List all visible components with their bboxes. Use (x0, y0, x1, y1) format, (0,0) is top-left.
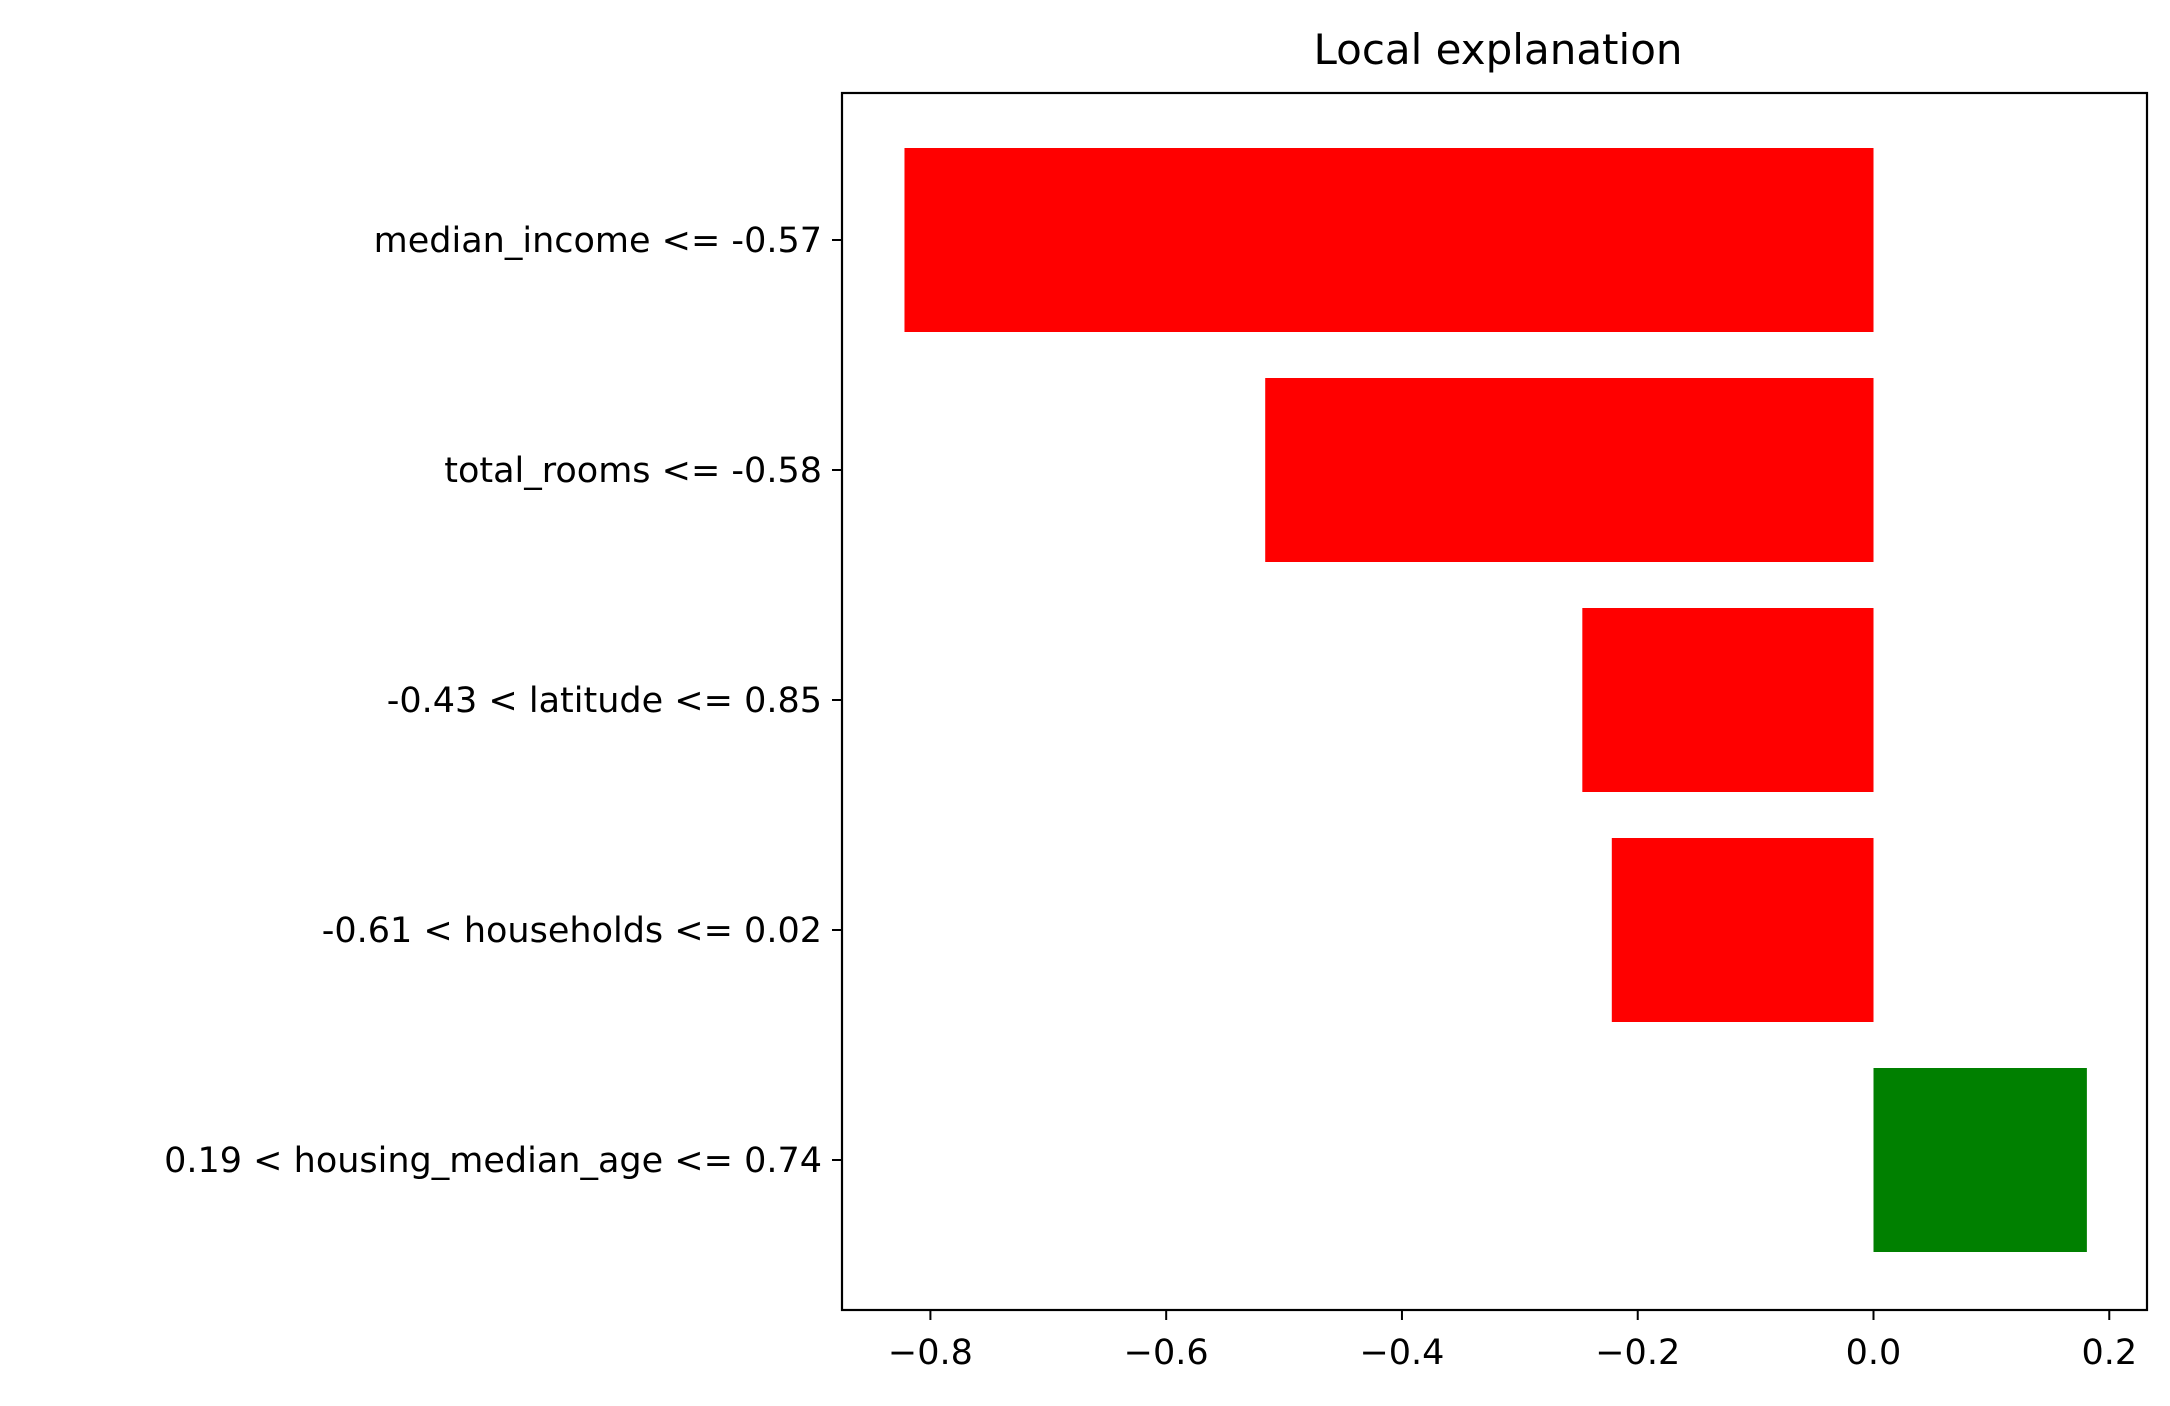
y-tick-label-2: -0.43 < latitude <= 0.85 (387, 681, 822, 721)
x-axis: −0.8 −0.6 −0.4 −0.2 0.0 0.2 (888, 1310, 2137, 1373)
bar-1 (1265, 378, 1874, 562)
x-tick-label-0: −0.8 (888, 1333, 973, 1373)
y-tick-label-4: 0.19 < housing_median_age <= 0.74 (164, 1141, 822, 1181)
x-tick-label-5: 0.2 (2081, 1333, 2137, 1373)
y-tick-label-1: total_rooms <= -0.58 (444, 451, 822, 491)
chart-title: Local explanation (1313, 25, 1682, 74)
bar-0 (904, 148, 1874, 332)
bar-2 (1582, 608, 1874, 792)
y-tick-label-0: median_income <= -0.57 (374, 221, 822, 261)
x-tick-label-4: 0.0 (1846, 1333, 1902, 1373)
bars-group (904, 148, 2087, 1252)
y-tick-label-3: -0.61 < households <= 0.02 (322, 911, 822, 951)
y-axis: median_income <= -0.57 total_rooms <= -0.… (164, 221, 842, 1181)
x-tick-label-3: −0.2 (1595, 1333, 1680, 1373)
plot-frame (840, 91, 2149, 1312)
x-tick-label-1: −0.6 (1124, 1333, 1209, 1373)
x-tick-label-2: −0.4 (1359, 1333, 1444, 1373)
bar-3 (1611, 838, 1874, 1022)
bar-4 (1873, 1068, 2087, 1252)
